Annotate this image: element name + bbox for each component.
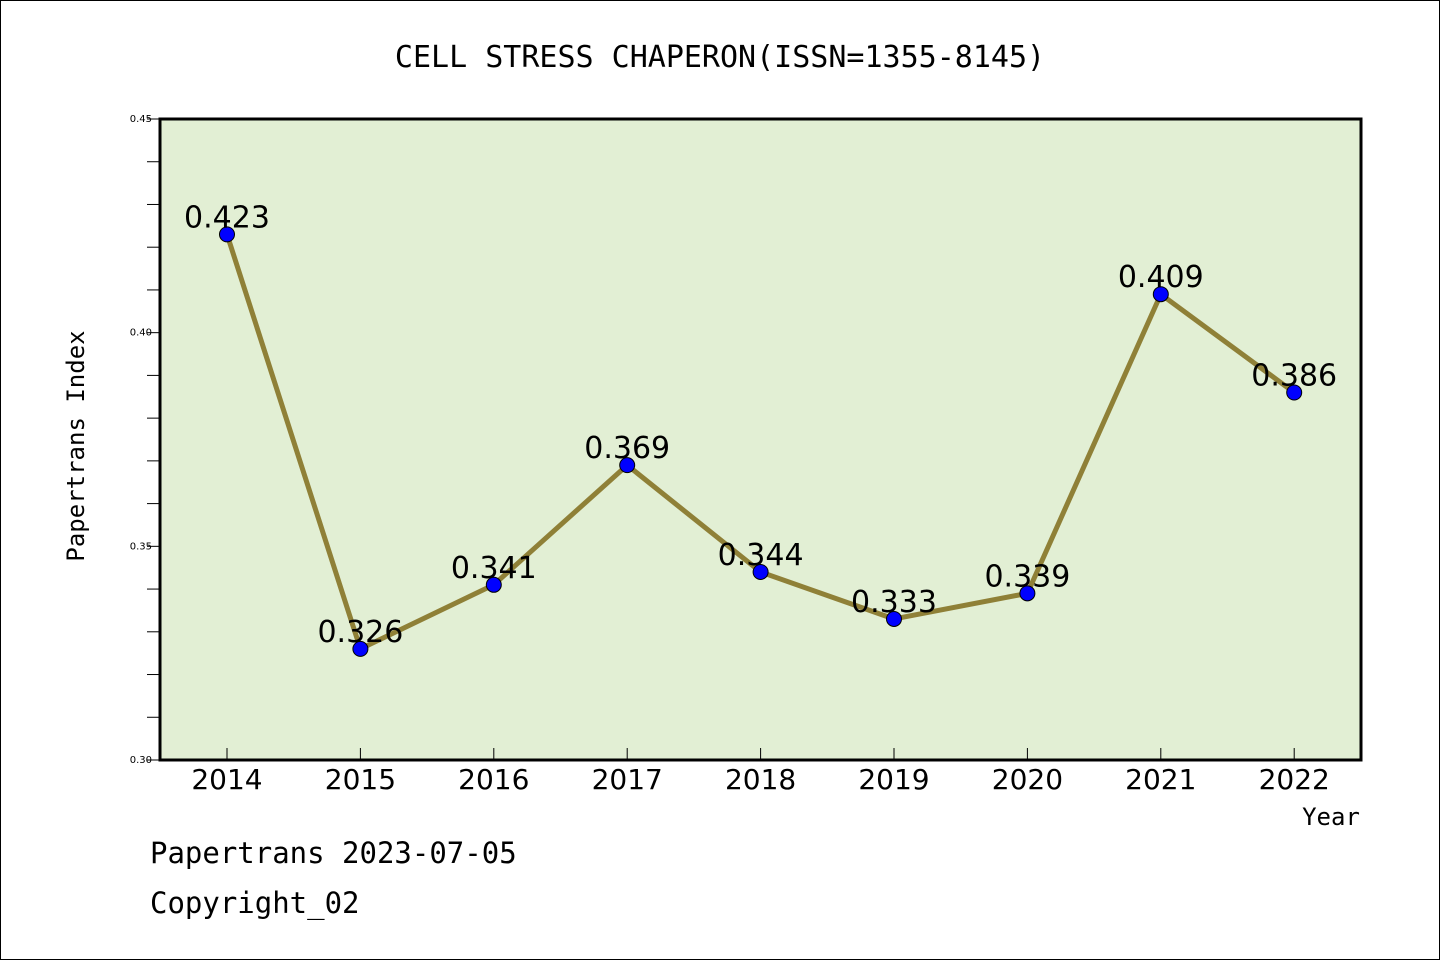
data-point xyxy=(219,226,235,243)
y-tick-label: 0.40 xyxy=(130,328,152,339)
x-axis: 2014 2015 2016 2017 2018 2019 2020 2021 2022 xyxy=(191,748,1330,796)
footer-date: Papertrans 2023-07-05 xyxy=(150,836,517,870)
data-point xyxy=(1286,384,1303,401)
x-tick-label: 2019 xyxy=(858,763,929,796)
chart-title: CELL STRESS CHAPERON(ISSN=1355-8145) xyxy=(395,40,1045,75)
x-tick-label: 2017 xyxy=(592,763,663,796)
y-axis-label: Papertrans Index xyxy=(62,330,90,561)
x-tick-label: 2022 xyxy=(1259,763,1330,796)
data-label: 0.386 xyxy=(1251,358,1337,393)
data-label: 0.326 xyxy=(317,615,403,650)
x-tick-label: 2014 xyxy=(191,763,262,796)
x-axis-label: Year xyxy=(1302,803,1360,831)
data-label: 0.344 xyxy=(718,538,804,573)
data-label: 0.369 xyxy=(584,431,670,466)
data-point xyxy=(485,576,502,593)
series-papertrans-index xyxy=(219,226,1303,657)
x-tick-label: 2016 xyxy=(458,763,529,796)
x-tick-label: 2018 xyxy=(725,763,796,796)
plot-area xyxy=(158,117,1363,762)
y-tick-label: 0.35 xyxy=(130,541,152,552)
x-tick-label: 2021 xyxy=(1125,763,1196,796)
data-label: 0.341 xyxy=(451,551,537,586)
y-tick-label: 0.30 xyxy=(130,755,152,766)
y-tick-label: 0.45 xyxy=(130,114,152,125)
y-axis: 0.30 0.35 0.40 0.45 xyxy=(130,114,160,766)
data-point xyxy=(619,457,636,474)
x-tick-label: 2015 xyxy=(325,763,396,796)
footer-copyright: Copyright_02 xyxy=(150,886,360,920)
data-point xyxy=(1152,286,1169,303)
data-labels: 0.423 0.326 0.341 0.369 0.344 0.333 0.339 0.409… xyxy=(184,200,1337,650)
data-label: 0.339 xyxy=(984,559,1070,594)
data-label: 0.409 xyxy=(1118,260,1204,295)
data-point xyxy=(752,563,769,580)
data-label: 0.423 xyxy=(184,200,270,235)
x-tick-label: 2020 xyxy=(992,763,1063,796)
data-point xyxy=(886,610,902,627)
data-point xyxy=(1019,585,1036,602)
data-point xyxy=(352,640,369,657)
data-label: 0.333 xyxy=(851,585,937,620)
